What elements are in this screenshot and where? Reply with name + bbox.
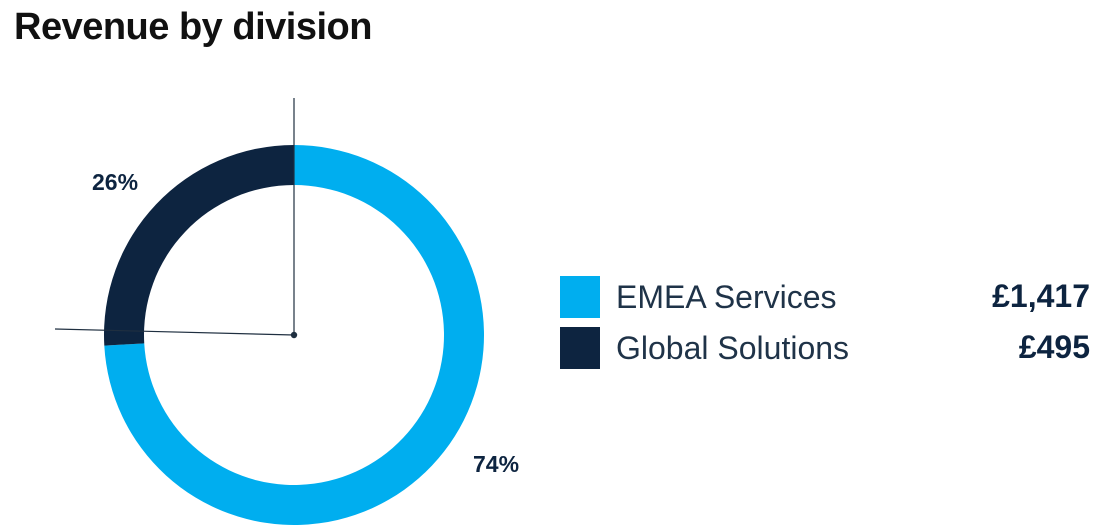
legend-value-global-solutions: £495: [1018, 329, 1090, 365]
legend-label-emea-services: EMEA Services: [616, 279, 837, 315]
legend-item-emea-services: EMEA Services £1,417: [560, 276, 1090, 318]
leader-lines: [54, 98, 298, 339]
donut-slices: [103, 145, 484, 526]
leader-line-horizontal: [54, 328, 295, 336]
legend-swatch-emea-services: [560, 276, 600, 318]
legend-swatch-global-solutions: [560, 327, 600, 369]
legend-label-global-solutions: Global Solutions: [616, 330, 850, 366]
leader-center-dot: [290, 331, 298, 339]
pct-label-emea-services: 74%: [473, 451, 519, 477]
legend: EMEA Services £1,417 Global Solutions £4…: [560, 276, 1090, 378]
chart-title: Revenue by division: [14, 6, 372, 48]
legend-value-emea-services: £1,417: [992, 278, 1090, 314]
donut-slice-global-solutions: [103, 145, 294, 346]
pct-label-global-solutions: 26%: [92, 169, 138, 195]
legend-item-global-solutions: Global Solutions £495: [560, 327, 1090, 369]
